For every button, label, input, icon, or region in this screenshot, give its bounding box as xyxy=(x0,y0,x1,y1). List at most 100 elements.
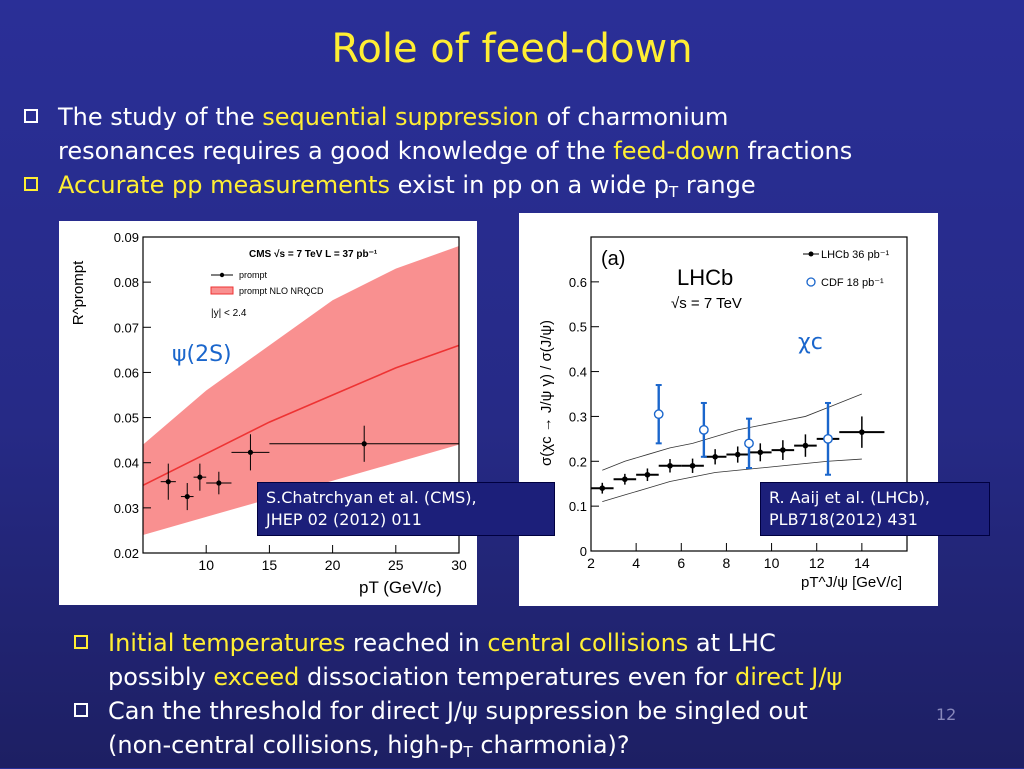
y-tick-label: 0.4 xyxy=(569,365,587,380)
page-number: 12 xyxy=(936,705,957,724)
y-tick-label: 0.2 xyxy=(569,454,587,469)
y-tick-label: 0 xyxy=(580,544,587,559)
x-tick-label: 15 xyxy=(262,557,278,573)
data-point xyxy=(247,449,254,455)
bullet-box-icon xyxy=(24,109,38,123)
lhcb-data-point xyxy=(734,451,741,458)
bullet-initial-temperatures: Initial temperatures reached in central … xyxy=(72,626,1012,694)
bullet-box-icon xyxy=(74,703,88,717)
y-tick-label: 0.1 xyxy=(569,499,587,514)
bullet-sequential-suppression: The study of the sequential suppression … xyxy=(22,100,1012,168)
bullet-text: exist in pp on a wide p xyxy=(390,171,670,199)
subscript: T xyxy=(463,743,473,761)
bottom-bullets: Initial temperatures reached in central … xyxy=(72,626,1012,769)
x-tick-label: 4 xyxy=(632,555,640,571)
y-tick-label: 0.3 xyxy=(569,409,587,424)
bullet-text: dissociation temperatures even for xyxy=(299,663,736,691)
citation-line: JHEP 02 (2012) 011 xyxy=(266,510,422,529)
lhcb-plot-panel: 2 4 6 8 10 12 14 0 0.1 0.2 0.3 0.4 0.5 0.6 σ(χc → J/ψ… xyxy=(519,213,938,606)
systematic-band-lower xyxy=(602,458,862,503)
lhcb-citation: R. Aaij et al. (LHCb), PLB718(2012) 431 xyxy=(760,482,990,536)
cdf-data-point xyxy=(744,438,754,449)
cdf-data-point xyxy=(698,424,709,435)
nrqcd-central-line xyxy=(142,344,460,487)
lhcb-data-point xyxy=(859,429,865,435)
bullet-text: charmonia)? xyxy=(472,731,630,759)
bullet-text: (non-central collisions, high-p xyxy=(108,731,464,759)
x-tick-label: 12 xyxy=(809,555,825,571)
lhcb-data-point xyxy=(757,449,764,456)
x-tick-label: 2 xyxy=(587,555,595,571)
legend-entry-nrqcd: prompt NLO NRQCD xyxy=(239,286,324,296)
data-point xyxy=(197,474,203,480)
data-point xyxy=(184,493,190,500)
lhcb-data-point xyxy=(622,476,628,483)
lhcb-data-point xyxy=(802,442,809,449)
nrqcd-band xyxy=(143,246,459,535)
cdf-data-point xyxy=(823,433,833,444)
plot-frame xyxy=(590,236,908,552)
lhcb-data-point xyxy=(644,471,651,478)
lhcb-data-point xyxy=(712,454,718,460)
cms-xlabel: pT (GeV/c) xyxy=(359,578,442,597)
lhcb-xlabel: pT^J/ψ [GeV/c] xyxy=(801,574,902,591)
citation-line: PLB718(2012) 431 xyxy=(769,510,918,529)
x-tick-label: 6 xyxy=(677,555,685,571)
chic-annotation: χc xyxy=(798,330,823,355)
x-tick-label: 20 xyxy=(325,557,341,573)
bullet-text: Can the threshold for direct J/ψ suppres… xyxy=(108,697,808,725)
x-tick-label: 8 xyxy=(723,555,731,571)
x-tick-label: 10 xyxy=(764,555,780,571)
cms-chart: 10 15 20 25 30 0.02 0.03 0.04 0.05 0.06 0.07 0.08 0.… xyxy=(70,230,467,597)
legend-entry-cdf: CDF 18 pb⁻¹ xyxy=(821,277,884,289)
x-tick-label: 25 xyxy=(388,557,404,573)
bullet-text: The study of the xyxy=(58,103,263,131)
bullet-text: range xyxy=(678,171,756,199)
lhcb-data-point xyxy=(689,462,696,469)
bullet-text: fractions xyxy=(739,137,853,165)
y-tick-label: 0.09 xyxy=(114,230,139,245)
lhcb-data-point xyxy=(780,447,786,453)
data-point xyxy=(216,480,222,486)
data-point xyxy=(165,479,171,485)
top-bullets: The study of the sequential suppression … xyxy=(22,100,1012,209)
data-point xyxy=(361,441,367,447)
lhcb-data-point xyxy=(599,485,606,492)
bullet-highlight: Initial temperatures xyxy=(108,629,346,657)
x-tick-label: 10 xyxy=(198,557,214,573)
x-tick-label: 14 xyxy=(854,555,870,571)
cms-plot-panel: 10 15 20 25 30 0.02 0.03 0.04 0.05 0.06 0.07 0.08 0.… xyxy=(59,221,477,605)
bullet-highlight: direct J/ψ xyxy=(735,663,843,691)
bullet-highlight: central collisions xyxy=(487,629,689,657)
bullet-text: reached in xyxy=(345,629,488,657)
systematic-band-upper xyxy=(602,393,863,471)
legend-entry-prompt: prompt xyxy=(239,270,268,280)
citation-line: R. Aaij et al. (LHCb), xyxy=(769,488,930,507)
y-tick-label: 0.6 xyxy=(569,275,587,290)
bullet-highlight: feed-down xyxy=(613,137,740,165)
subscript: T xyxy=(669,183,679,201)
cdf-data-point xyxy=(653,409,664,420)
y-tick-label: 0.05 xyxy=(114,411,139,426)
bullet-box-icon xyxy=(74,635,88,649)
y-tick-label: 0.04 xyxy=(114,456,139,471)
bullet-pp-measurements: Accurate pp measurements exist in pp on … xyxy=(22,168,1012,209)
y-tick-label: 0.08 xyxy=(114,275,139,290)
y-tick-label: 0.07 xyxy=(114,320,139,335)
bullet-threshold-question: Can the threshold for direct J/ψ suppres… xyxy=(72,694,1012,769)
lhcb-chart-subtitle: √s = 7 TeV xyxy=(671,295,742,312)
y-tick-label: 0.03 xyxy=(114,501,139,516)
y-tick-label: 0.06 xyxy=(114,365,139,380)
lhcb-chart-title: LHCb xyxy=(677,265,733,290)
bullet-highlight: sequential suppression xyxy=(262,103,539,131)
cms-citation: S.Chatrchyan et al. (CMS), JHEP 02 (2012… xyxy=(257,482,555,536)
cms-ylabel: R^prompt xyxy=(70,260,87,325)
lhcb-legend: LHCb 36 pb⁻¹ CDF 18 pb⁻¹ xyxy=(803,249,890,289)
lhcb-data-point xyxy=(667,462,673,469)
slide-title: Role of feed-down xyxy=(331,26,693,72)
cms-legend: prompt prompt NLO NRQCD |y| < 2.4 xyxy=(210,270,324,319)
lhcb-ylabel: σ(χc → J/ψ γ) / σ(J/ψ) xyxy=(538,320,555,466)
cms-chart-title: CMS √s = 7 TeV L = 37 pb⁻¹ xyxy=(249,249,378,260)
citation-line: S.Chatrchyan et al. (CMS), xyxy=(266,488,477,507)
bullet-text: at LHC xyxy=(688,629,776,657)
